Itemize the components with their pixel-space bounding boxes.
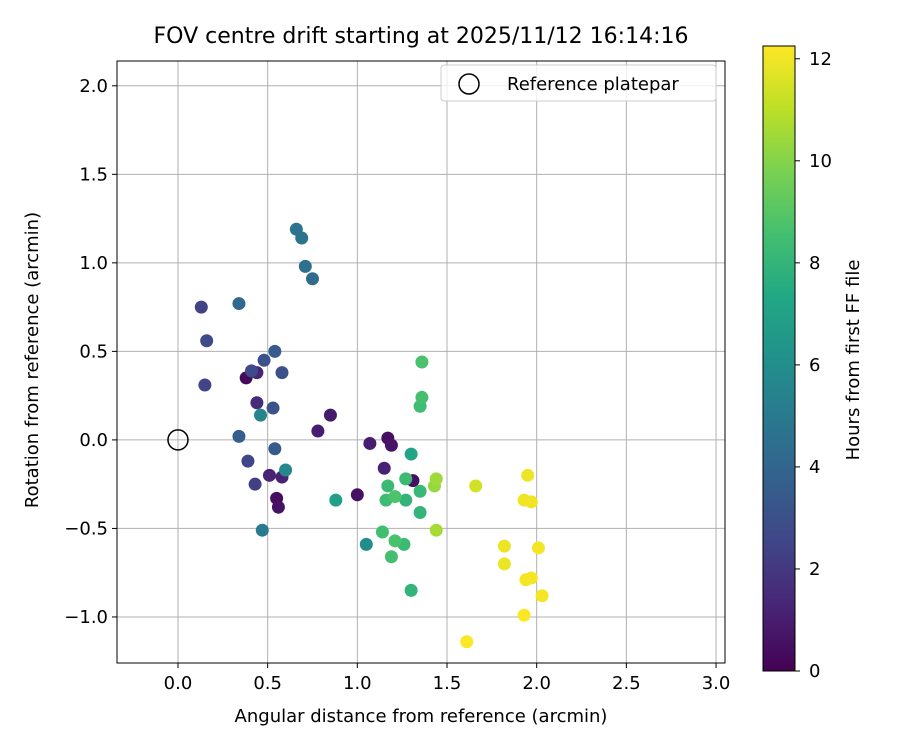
data-point xyxy=(517,608,531,622)
data-point xyxy=(268,344,282,358)
data-point xyxy=(329,493,343,507)
y-tick-label: 0.5 xyxy=(79,341,108,362)
data-point xyxy=(521,468,535,482)
data-point xyxy=(535,589,549,603)
data-point xyxy=(275,366,289,380)
colorbar-tick-label: 2 xyxy=(809,559,820,580)
legend-box xyxy=(440,64,717,102)
colorbar-tick-label: 0 xyxy=(809,661,820,682)
y-tick-label: −0.5 xyxy=(64,518,108,539)
data-point xyxy=(253,408,267,422)
data-point xyxy=(413,484,427,498)
colorbar-frame xyxy=(762,45,796,672)
data-point xyxy=(377,461,391,475)
data-point xyxy=(531,541,545,555)
data-point xyxy=(404,447,418,461)
x-tick-label: 2.0 xyxy=(522,673,551,694)
y-axis-label: Rotation from reference (arcmin) xyxy=(22,212,43,508)
data-point xyxy=(524,571,538,585)
colorbar-label: Hours from first FF file xyxy=(843,260,864,461)
data-point xyxy=(232,297,246,311)
data-point xyxy=(305,272,319,286)
y-axis-ticks: −1.0 −0.5 0.0 0.5 1.0 1.5 2.0 xyxy=(64,76,117,628)
data-point xyxy=(415,355,429,369)
x-tick-label: 1.0 xyxy=(343,673,372,694)
data-point xyxy=(415,390,429,404)
data-points xyxy=(194,222,549,649)
plot-frame xyxy=(116,60,726,664)
data-point xyxy=(266,401,280,415)
data-point xyxy=(384,550,398,564)
data-point xyxy=(413,506,427,519)
x-tick-label: 0.5 xyxy=(253,673,282,694)
data-point xyxy=(257,353,271,367)
y-tick-label: −1.0 xyxy=(64,607,108,628)
data-point xyxy=(248,477,262,491)
data-point xyxy=(255,523,269,537)
data-point xyxy=(262,468,276,482)
data-point xyxy=(381,479,395,493)
y-tick-label: 0.0 xyxy=(79,430,108,451)
data-point xyxy=(524,495,538,509)
reference-point-marker xyxy=(167,429,189,451)
data-point xyxy=(388,490,402,504)
data-point xyxy=(295,231,309,245)
colorbar-tick-label: 10 xyxy=(809,151,832,172)
data-point xyxy=(298,259,312,273)
grid xyxy=(117,61,725,663)
data-point xyxy=(375,525,389,539)
legend-label: Reference platepar xyxy=(507,74,679,95)
x-tick-label: 2.5 xyxy=(612,673,641,694)
data-point xyxy=(350,488,364,502)
legend: Reference platepar xyxy=(440,64,717,102)
data-point xyxy=(241,454,255,468)
x-tick-label: 3.0 xyxy=(702,673,731,694)
legend-reference-marker xyxy=(458,73,480,95)
colorbar-tick-label: 8 xyxy=(809,253,820,274)
data-point xyxy=(388,534,402,548)
data-point xyxy=(399,472,413,486)
data-point xyxy=(359,537,373,551)
data-point xyxy=(271,500,285,514)
data-point xyxy=(469,479,483,493)
data-point xyxy=(198,378,212,392)
data-point xyxy=(399,493,413,507)
x-axis-label: Angular distance from reference (arcmin) xyxy=(235,706,608,727)
data-point xyxy=(404,583,418,597)
chart-title: FOV centre drift starting at 2025/11/12 … xyxy=(154,24,689,49)
y-tick-label: 1.0 xyxy=(79,253,108,274)
x-tick-label: 1.5 xyxy=(433,673,462,694)
colorbar-gradient xyxy=(763,46,795,671)
y-tick-label: 1.5 xyxy=(79,164,108,185)
data-point xyxy=(232,429,246,443)
colorbar: 0 2 4 6 8 10 12 Hours from first FF file xyxy=(762,45,864,682)
data-point xyxy=(460,635,474,649)
data-point xyxy=(194,300,208,314)
y-tick-label: 2.0 xyxy=(79,76,108,97)
colorbar-tick-label: 6 xyxy=(809,355,820,376)
data-point xyxy=(200,334,214,348)
colorbar-tick-label: 4 xyxy=(809,457,820,478)
data-point xyxy=(250,396,264,410)
data-point xyxy=(279,463,293,477)
data-point xyxy=(245,364,259,378)
data-point xyxy=(268,442,282,456)
data-point xyxy=(429,472,443,486)
data-point xyxy=(323,408,337,422)
data-point xyxy=(497,557,511,571)
colorbar-ticks: 0 2 4 6 8 10 12 xyxy=(795,49,832,682)
data-point xyxy=(384,438,398,452)
data-point xyxy=(429,523,443,537)
data-point xyxy=(497,539,511,553)
x-tick-label: 0.0 xyxy=(164,673,193,694)
data-point xyxy=(311,424,325,438)
x-axis-ticks: 0.0 0.5 1.0 1.5 2.0 2.5 3.0 xyxy=(164,663,731,694)
colorbar-tick-label: 12 xyxy=(809,49,832,70)
data-point xyxy=(363,436,377,450)
